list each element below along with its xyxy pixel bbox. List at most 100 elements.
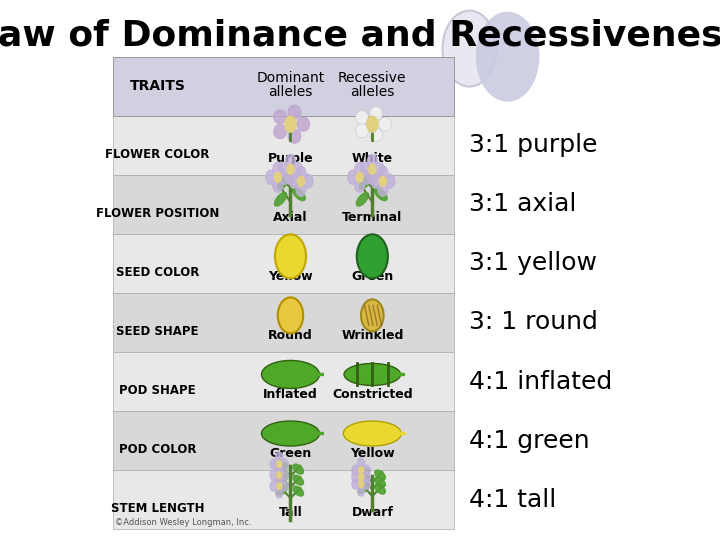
Circle shape	[374, 162, 384, 176]
Text: Round: Round	[268, 329, 313, 342]
Ellipse shape	[274, 110, 287, 124]
Text: TRAITS: TRAITS	[130, 79, 186, 93]
Text: ©Addison Wesley Longman, Inc.: ©Addison Wesley Longman, Inc.	[114, 518, 251, 527]
Circle shape	[348, 170, 357, 184]
Circle shape	[352, 465, 359, 475]
Ellipse shape	[276, 474, 288, 484]
Text: 4:1 green: 4:1 green	[469, 429, 590, 453]
Circle shape	[369, 164, 376, 174]
Circle shape	[367, 154, 377, 168]
Text: Law of Dominance and Recessiveness: Law of Dominance and Recessiveness	[0, 19, 720, 53]
Text: FLOWER POSITION: FLOWER POSITION	[96, 207, 219, 220]
FancyBboxPatch shape	[113, 234, 454, 293]
Ellipse shape	[274, 192, 287, 206]
Ellipse shape	[358, 469, 370, 480]
Circle shape	[276, 452, 283, 462]
Circle shape	[276, 466, 283, 476]
Ellipse shape	[274, 125, 287, 139]
Circle shape	[357, 472, 364, 482]
Circle shape	[274, 172, 282, 183]
Ellipse shape	[297, 117, 310, 131]
Circle shape	[385, 174, 395, 188]
Circle shape	[286, 170, 295, 184]
Circle shape	[296, 183, 306, 196]
Text: Terminal: Terminal	[342, 211, 402, 224]
Ellipse shape	[356, 111, 369, 125]
Circle shape	[163, 63, 199, 115]
Ellipse shape	[293, 486, 304, 496]
Circle shape	[270, 481, 277, 491]
Text: 4:1 inflated: 4:1 inflated	[469, 369, 613, 394]
Text: alleles: alleles	[350, 85, 395, 99]
Circle shape	[292, 162, 302, 176]
Circle shape	[357, 465, 364, 475]
Circle shape	[282, 470, 289, 480]
Circle shape	[357, 479, 364, 489]
Circle shape	[359, 481, 364, 488]
Circle shape	[278, 298, 303, 333]
Circle shape	[361, 299, 384, 332]
Circle shape	[266, 170, 276, 184]
Text: alleles: alleles	[269, 85, 312, 99]
FancyBboxPatch shape	[113, 411, 454, 470]
Text: Yellow: Yellow	[268, 270, 312, 283]
Circle shape	[279, 162, 289, 176]
Circle shape	[357, 486, 364, 496]
Ellipse shape	[374, 188, 387, 200]
Circle shape	[356, 172, 363, 183]
Ellipse shape	[288, 105, 301, 119]
Circle shape	[273, 162, 283, 176]
Ellipse shape	[375, 470, 385, 480]
Circle shape	[273, 178, 283, 192]
Ellipse shape	[261, 421, 320, 446]
Circle shape	[285, 116, 296, 132]
Circle shape	[366, 116, 378, 132]
Ellipse shape	[358, 483, 370, 494]
Ellipse shape	[370, 128, 382, 142]
Text: POD COLOR: POD COLOR	[119, 443, 197, 456]
Ellipse shape	[276, 485, 288, 495]
Text: Recessive: Recessive	[338, 71, 407, 85]
Circle shape	[276, 483, 282, 490]
Circle shape	[282, 459, 289, 469]
Ellipse shape	[292, 188, 305, 200]
Circle shape	[360, 162, 370, 176]
Circle shape	[355, 178, 364, 192]
Circle shape	[276, 474, 283, 484]
Circle shape	[352, 472, 359, 482]
Circle shape	[361, 170, 372, 184]
Circle shape	[303, 174, 313, 188]
Text: White: White	[352, 152, 393, 165]
Ellipse shape	[288, 129, 301, 143]
Circle shape	[289, 174, 299, 188]
Ellipse shape	[370, 106, 382, 120]
Circle shape	[359, 474, 364, 481]
Text: Dominant: Dominant	[256, 71, 325, 85]
Circle shape	[276, 463, 283, 473]
Circle shape	[282, 481, 289, 491]
Text: 3:1 yellow: 3:1 yellow	[469, 252, 598, 275]
Text: FLOWER COLOR: FLOWER COLOR	[105, 148, 210, 161]
Circle shape	[297, 176, 305, 186]
FancyBboxPatch shape	[113, 175, 454, 234]
Circle shape	[363, 465, 370, 475]
Circle shape	[357, 472, 364, 482]
Ellipse shape	[359, 175, 371, 190]
Circle shape	[270, 459, 277, 469]
Text: SEED COLOR: SEED COLOR	[116, 266, 199, 279]
Text: POD SHAPE: POD SHAPE	[120, 384, 196, 397]
Circle shape	[355, 162, 364, 176]
FancyBboxPatch shape	[113, 352, 454, 411]
Text: 3:1 purple: 3:1 purple	[469, 133, 598, 157]
Text: Green: Green	[351, 270, 393, 283]
Circle shape	[276, 477, 283, 487]
Circle shape	[371, 174, 381, 188]
Circle shape	[378, 166, 388, 180]
Circle shape	[443, 11, 496, 86]
Circle shape	[357, 458, 364, 468]
Text: Inflated: Inflated	[263, 388, 318, 401]
Circle shape	[276, 461, 282, 468]
Text: Tall: Tall	[279, 506, 302, 519]
Circle shape	[359, 467, 364, 474]
Text: Wrinkled: Wrinkled	[341, 329, 403, 342]
